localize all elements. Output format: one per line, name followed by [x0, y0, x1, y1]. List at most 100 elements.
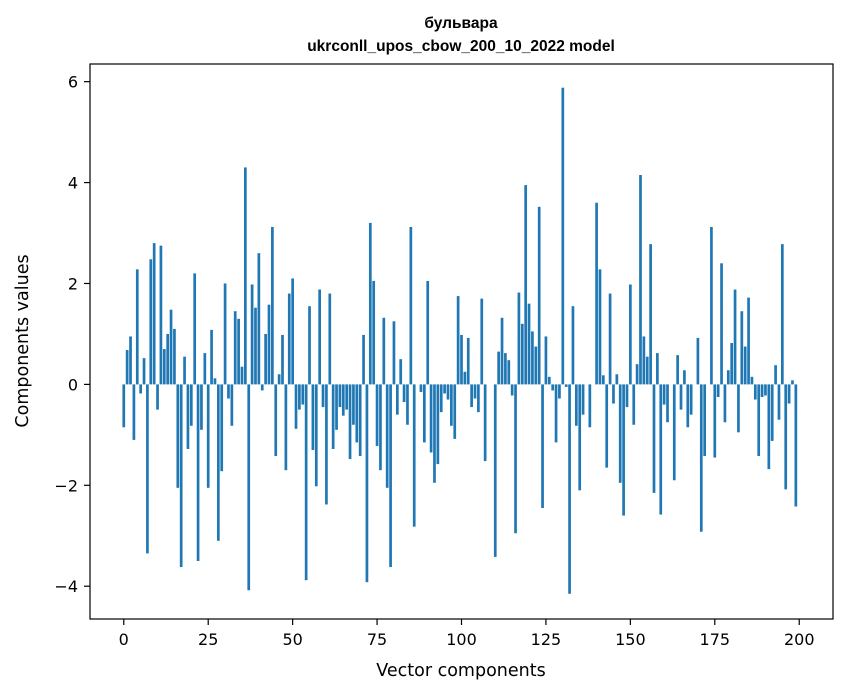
bar-47: [281, 334, 284, 385]
x-tick-label: 50: [282, 630, 302, 649]
x-tick-label: 0: [119, 630, 129, 649]
chart-title: бульвара: [424, 15, 498, 32]
bar-11: [159, 245, 163, 385]
bar-130: [561, 87, 565, 385]
x-axis-ticks: 0 25 50 75 100 125 150 175 200: [119, 619, 815, 649]
bar-45: [274, 384, 278, 457]
bar-42: [264, 333, 267, 385]
bar-180: [730, 343, 734, 385]
bar-22: [196, 384, 200, 561]
bar-182: [737, 384, 740, 433]
bar-161: [666, 384, 669, 423]
bar-80: [392, 321, 396, 385]
bar-88: [419, 384, 423, 392]
bar-143: [605, 384, 609, 468]
bar-136: [581, 384, 585, 415]
bar-199: [794, 384, 798, 507]
bar-12: [162, 349, 166, 385]
bar-76: [379, 384, 382, 471]
bar-15: [173, 328, 176, 385]
bar-93: [436, 384, 440, 465]
bar-133: [571, 306, 575, 385]
bar-193: [774, 365, 777, 385]
bar-4: [135, 269, 139, 385]
bar-67: [348, 384, 352, 460]
bar-10: [156, 384, 159, 410]
bar-73: [368, 222, 372, 385]
bar-28: [216, 384, 220, 541]
bar-194: [777, 384, 781, 420]
bar-106: [480, 298, 484, 385]
bar-132: [568, 384, 571, 594]
bar-177: [720, 263, 723, 385]
bar-172: [703, 384, 707, 457]
bar-121: [531, 331, 534, 385]
bar-152: [635, 364, 639, 385]
bar-75: [375, 384, 379, 446]
bar-86: [412, 384, 416, 527]
bar-128: [554, 384, 558, 443]
bar-69: [355, 384, 359, 443]
bar-21: [193, 273, 197, 385]
bar-68: [352, 384, 355, 425]
bar-103: [470, 384, 473, 408]
bar-26: [210, 329, 213, 385]
bar-89: [423, 384, 426, 443]
bar-81: [395, 384, 399, 415]
bar-36: [244, 167, 247, 385]
bar-77: [382, 317, 386, 385]
bar-41: [260, 384, 264, 391]
bar-131: [564, 384, 568, 387]
bar-46: [277, 374, 281, 385]
bar-189: [760, 384, 764, 397]
bar-50: [291, 278, 294, 385]
bar-115: [510, 384, 514, 396]
y-tick-label: 0: [68, 375, 78, 394]
bar-110: [493, 384, 497, 557]
y-tick-label: −4: [54, 577, 78, 596]
bar-19: [186, 384, 190, 449]
bar-53: [301, 384, 305, 405]
bar-44: [271, 226, 274, 385]
bar-7: [146, 384, 149, 554]
bar-148: [622, 384, 625, 516]
bar-118: [520, 323, 524, 385]
bar-31: [227, 384, 230, 399]
bar-99: [456, 296, 460, 385]
bar-196: [784, 384, 788, 490]
bar-9: [152, 243, 156, 385]
x-tick-label: 75: [367, 630, 387, 649]
bar-49: [287, 293, 291, 385]
bar-74: [372, 280, 376, 385]
bar-56: [311, 384, 315, 450]
bar-141: [598, 269, 602, 385]
bar-98: [453, 384, 457, 439]
bar-59: [321, 384, 325, 408]
bar-166: [683, 370, 686, 385]
bar-25: [206, 384, 210, 488]
bar-29: [220, 384, 224, 472]
bar-174: [710, 226, 713, 385]
bar-63: [335, 384, 338, 430]
bar-107: [483, 384, 487, 462]
bar-82: [399, 359, 403, 385]
bar-113: [504, 353, 507, 385]
bar-78: [385, 384, 389, 488]
bar-35: [240, 366, 244, 385]
bar-18: [183, 356, 186, 385]
bar-57: [314, 384, 318, 487]
bar-94: [439, 384, 443, 413]
y-tick-label: 6: [68, 73, 78, 92]
bar-184: [743, 346, 747, 385]
bar-3: [132, 384, 136, 440]
bar-43: [267, 304, 271, 385]
bar-155: [645, 356, 649, 385]
bar-64: [338, 384, 342, 408]
bar-183: [740, 311, 744, 385]
x-tick-label: 125: [531, 630, 562, 649]
x-tick-label: 200: [784, 630, 815, 649]
bar-119: [524, 185, 528, 385]
bar-165: [679, 384, 683, 410]
bar-5: [139, 384, 143, 394]
bar-153: [639, 175, 642, 385]
